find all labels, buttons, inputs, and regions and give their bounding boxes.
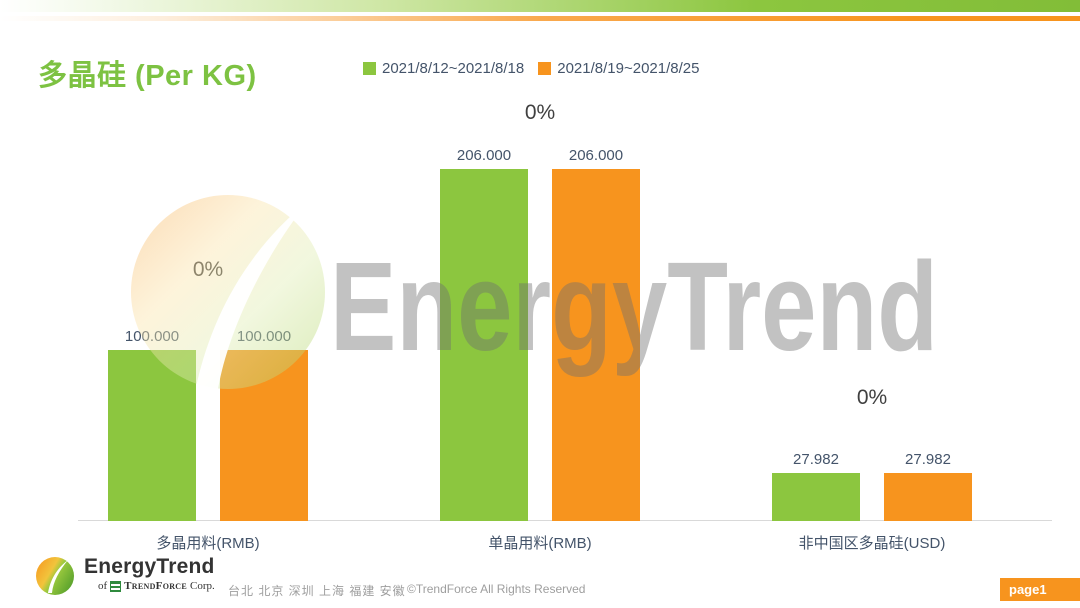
top-green-band bbox=[0, 0, 1080, 12]
page-title: 多晶硅 (Per KG) bbox=[38, 60, 257, 92]
legend-label: 2021/8/19~2021/8/25 bbox=[557, 60, 700, 77]
footer-logo-of: of bbox=[98, 580, 108, 592]
bar-value-label: 206.000 bbox=[568, 147, 624, 164]
category-axis-label: 单晶用料(RMB) bbox=[488, 535, 592, 552]
chart-bar bbox=[884, 473, 972, 521]
chart-bar bbox=[108, 350, 196, 521]
category-axis-label: 多晶用料(RMB) bbox=[156, 535, 260, 552]
trendforce-mark-icon bbox=[110, 580, 122, 592]
chart-bar bbox=[552, 169, 640, 521]
chart-bar bbox=[220, 350, 308, 521]
bar-value-label: 100.000 bbox=[236, 328, 292, 345]
footer-logo-corp: Corp. bbox=[190, 580, 215, 592]
footer-copyright: ©TrendForce All Rights Reserved bbox=[407, 582, 586, 596]
chart-legend: 2021/8/12~2021/8/18 2021/8/19~2021/8/25 bbox=[363, 60, 699, 77]
change-percent-label: 0% bbox=[192, 258, 224, 281]
legend-swatch-orange bbox=[538, 62, 552, 75]
chart-bar bbox=[772, 473, 860, 521]
energytrend-logo-icon bbox=[36, 557, 74, 595]
change-percent-label: 0% bbox=[524, 101, 556, 124]
change-percent-label: 0% bbox=[856, 386, 888, 409]
footer-logo-brand: TrendForce bbox=[124, 580, 188, 592]
legend-item-week1: 2021/8/12~2021/8/18 bbox=[363, 60, 524, 77]
top-orange-band bbox=[0, 16, 1080, 21]
category-axis-label: 非中国区多晶硅(USD) bbox=[798, 535, 946, 552]
bar-value-label: 27.982 bbox=[905, 451, 951, 468]
bar-value-label: 206.000 bbox=[456, 147, 512, 164]
footer-logo: EnergyTrend of TrendForce Corp. bbox=[34, 555, 215, 597]
legend-label: 2021/8/12~2021/8/18 bbox=[382, 60, 525, 77]
chart-bar bbox=[440, 169, 528, 521]
legend-swatch-green bbox=[363, 62, 376, 75]
footer-logo-subtitle: of TrendForce Corp. bbox=[98, 580, 215, 592]
footer-logo-title: EnergyTrend bbox=[84, 555, 215, 578]
page-number-badge: page1 bbox=[1000, 578, 1080, 601]
footer-locations: 台北 北京 深圳 上海 福建 安徽 bbox=[228, 584, 406, 598]
bar-value-label: 27.982 bbox=[793, 451, 839, 468]
legend-item-week2: 2021/8/19~2021/8/25 bbox=[538, 60, 699, 77]
